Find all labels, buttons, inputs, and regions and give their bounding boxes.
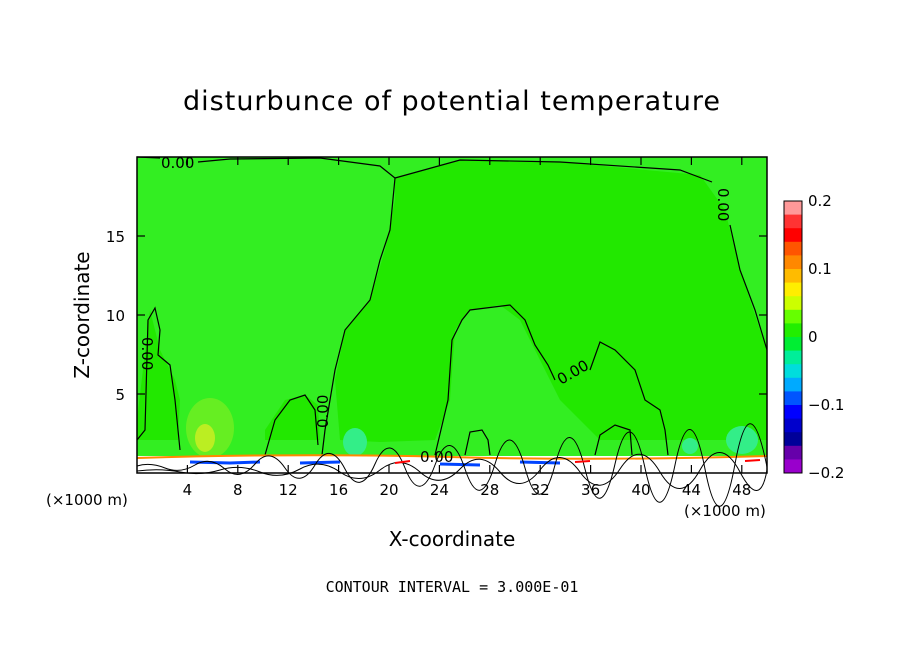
- colorbar-frame: [783, 200, 803, 474]
- x-tick-label: 24: [430, 481, 449, 499]
- cool-blob: [726, 426, 758, 454]
- contour-label: 0.00: [714, 188, 732, 221]
- colorbar-swatch: [784, 377, 802, 392]
- colorbar-tick-label: −0.1: [808, 396, 844, 414]
- warm-blob: [195, 424, 215, 452]
- x-tick-label: 36: [581, 481, 600, 499]
- x-axis-label: X-coordinate: [388, 527, 516, 551]
- boundary-black: [136, 423, 768, 507]
- x-tick-label: 44: [682, 481, 701, 499]
- colorbar-tick-label: 0.2: [808, 192, 832, 210]
- field-patch: [265, 395, 320, 440]
- colorbar-swatch: [784, 418, 802, 433]
- colorbar-swatch: [784, 228, 802, 243]
- colorbar-swatch: [784, 405, 802, 420]
- contour-line: [594, 424, 633, 456]
- colorbar: 0.2 0.1 0 −0.1 −0.2: [783, 192, 844, 482]
- colorbar-swatch: [784, 255, 802, 270]
- colorbar-swatch: [784, 201, 802, 216]
- colorbar-tick-label: 0: [808, 328, 818, 346]
- cool-blob: [682, 438, 698, 454]
- contour-line: [434, 304, 556, 456]
- colorbar-swatch: [784, 337, 802, 352]
- x-unit-label-left: (×1000 m): [46, 491, 128, 509]
- boundary-layer: [136, 423, 768, 507]
- chart-title: disturbunce of potential temperature: [183, 86, 721, 117]
- x-tick-label: 28: [480, 481, 499, 499]
- contour-line: [197, 157, 396, 456]
- contour-line: [264, 394, 319, 456]
- colorbar-swatch: [784, 445, 802, 460]
- boundary-red: [394, 459, 761, 464]
- contour-line: [589, 341, 669, 456]
- y-tick-label: 5: [115, 386, 125, 404]
- boundary-black: [136, 452, 768, 491]
- contour-line: [464, 429, 491, 456]
- colorbar-swatch: [784, 282, 802, 297]
- contour-label: 0.00: [161, 154, 194, 172]
- colorbar-swatch: [784, 391, 802, 406]
- contour-label: 0.00: [314, 395, 332, 428]
- x-tick-label: 20: [379, 481, 398, 499]
- y-tick-label: 15: [106, 228, 125, 246]
- contour-line: [136, 306, 181, 451]
- x-unit-label-right: (×1000 m): [684, 502, 766, 520]
- x-tick-label: 40: [631, 481, 650, 499]
- colorbar-swatch: [784, 296, 802, 311]
- x-tick-label: 12: [279, 481, 298, 499]
- field-patches: [137, 160, 767, 458]
- colorbar-swatch: [784, 269, 802, 284]
- cool-blob: [343, 428, 367, 456]
- y-ticks: 5 10 15: [106, 228, 767, 404]
- x-tick-label: 48: [732, 481, 751, 499]
- colorbar-swatch: [784, 309, 802, 324]
- colorbar-tick-label: 0.1: [808, 260, 832, 278]
- boundary-blue: [189, 460, 561, 467]
- x-tick-label: 8: [233, 481, 243, 499]
- colorbar-swatch: [784, 432, 802, 447]
- x-ticks: 4 8 12 16 20 24 28 32 36 40 44 48: [183, 157, 751, 499]
- contour-label: 0.00: [420, 448, 453, 466]
- colorbar-swatch: [784, 364, 802, 379]
- contour-interval-note: CONTOUR INTERVAL = 3.000E-01: [325, 578, 579, 596]
- y-tick-label: 10: [106, 307, 125, 325]
- field-patch: [335, 160, 767, 442]
- boundary-orange: [136, 454, 768, 460]
- colorbar-tick-label: −0.2: [808, 464, 844, 482]
- x-tick-label: 32: [531, 481, 550, 499]
- colorbar-swatch: [784, 214, 802, 229]
- colorbar-swatch: [784, 241, 802, 256]
- x-tick-label: 16: [329, 481, 348, 499]
- colorbar-swatch: [784, 323, 802, 338]
- colorbar-swatch: [784, 350, 802, 365]
- contour-lines: [136, 156, 768, 456]
- contour-line: [729, 224, 768, 351]
- contour-label: 0.00: [138, 337, 156, 370]
- x-tick-label: 4: [183, 481, 193, 499]
- contour-line: [394, 159, 713, 183]
- colorbar-swatch: [784, 459, 802, 474]
- contour-labels: 0.00 0.00 0.00 0.00 0.00 0.00: [138, 154, 732, 466]
